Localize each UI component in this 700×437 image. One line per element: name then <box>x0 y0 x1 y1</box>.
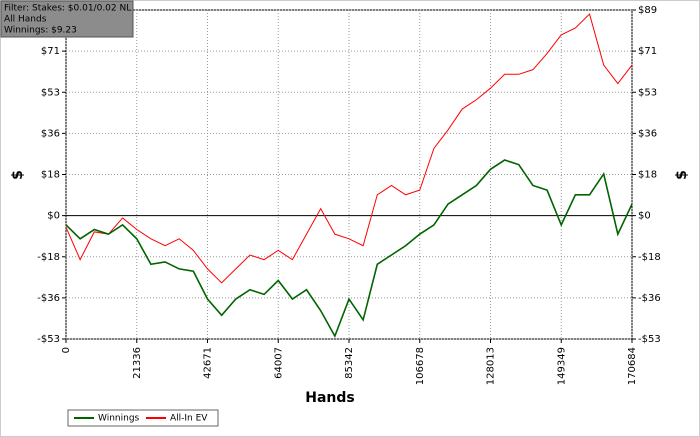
y-tick-label: $36 <box>41 128 60 139</box>
x-tick-label: 128013 <box>486 347 497 385</box>
y2-tick-label: $89 <box>638 5 657 16</box>
y2-tick-label: $71 <box>638 46 657 57</box>
x-tick-label: 149349 <box>556 347 567 385</box>
annotation: Filter: Stakes: $0.01/0.02 NL <box>4 4 131 14</box>
legend: Winnings All-In EV <box>67 409 219 427</box>
y-tick-label: -$18 <box>37 252 60 263</box>
y2-axis-label: $ <box>674 170 690 180</box>
y2-tick-label: $0 <box>638 211 651 222</box>
x-tick-label: 170684 <box>627 347 638 385</box>
filter-box: Filter: Stakes: $0.01/0.02 NL All Hands … <box>0 0 134 38</box>
x-tick-label: 21336 <box>132 347 143 379</box>
filter-box-bg <box>0 0 134 38</box>
y2-tick-label: $36 <box>638 128 657 139</box>
x-axis-label: Hands <box>305 390 355 406</box>
x-tick-label: 64007 <box>273 347 284 379</box>
y2-tick-label: -$36 <box>638 293 661 304</box>
y-tick-label: $53 <box>41 87 60 98</box>
y2-tick-label: $53 <box>638 87 657 98</box>
plot-area: -$53 -$53 -$36 -$36 -$18 -$18 $0 $0 $18 $18 $36 $36… <box>37 5 660 385</box>
y-tick-label: $71 <box>41 46 60 57</box>
legend-label: Winnings <box>98 414 140 424</box>
y-axis-label: $ <box>10 170 26 180</box>
y-tick-label: -$36 <box>37 293 60 304</box>
series-line <box>65 159 633 338</box>
legend-label: All-In EV <box>170 414 208 424</box>
y-tick-label: $18 <box>41 170 60 181</box>
x-tick-label: 42671 <box>203 347 214 379</box>
y2-tick-label: -$18 <box>638 252 661 263</box>
x-tick-label: 106678 <box>415 347 426 385</box>
y-tick-label: -$53 <box>37 334 60 345</box>
x-tick-label: 85342 <box>344 347 355 379</box>
y2-tick-label: $18 <box>638 170 657 181</box>
legend-box <box>67 409 219 427</box>
annotation: Winnings: $9.23 <box>4 26 77 36</box>
annotation: All Hands <box>4 15 47 25</box>
x-tick-label: 0 <box>61 347 72 353</box>
y-tick-label: $0 <box>47 211 60 222</box>
y2-tick-label: -$53 <box>638 334 661 345</box>
series-line <box>65 13 633 284</box>
